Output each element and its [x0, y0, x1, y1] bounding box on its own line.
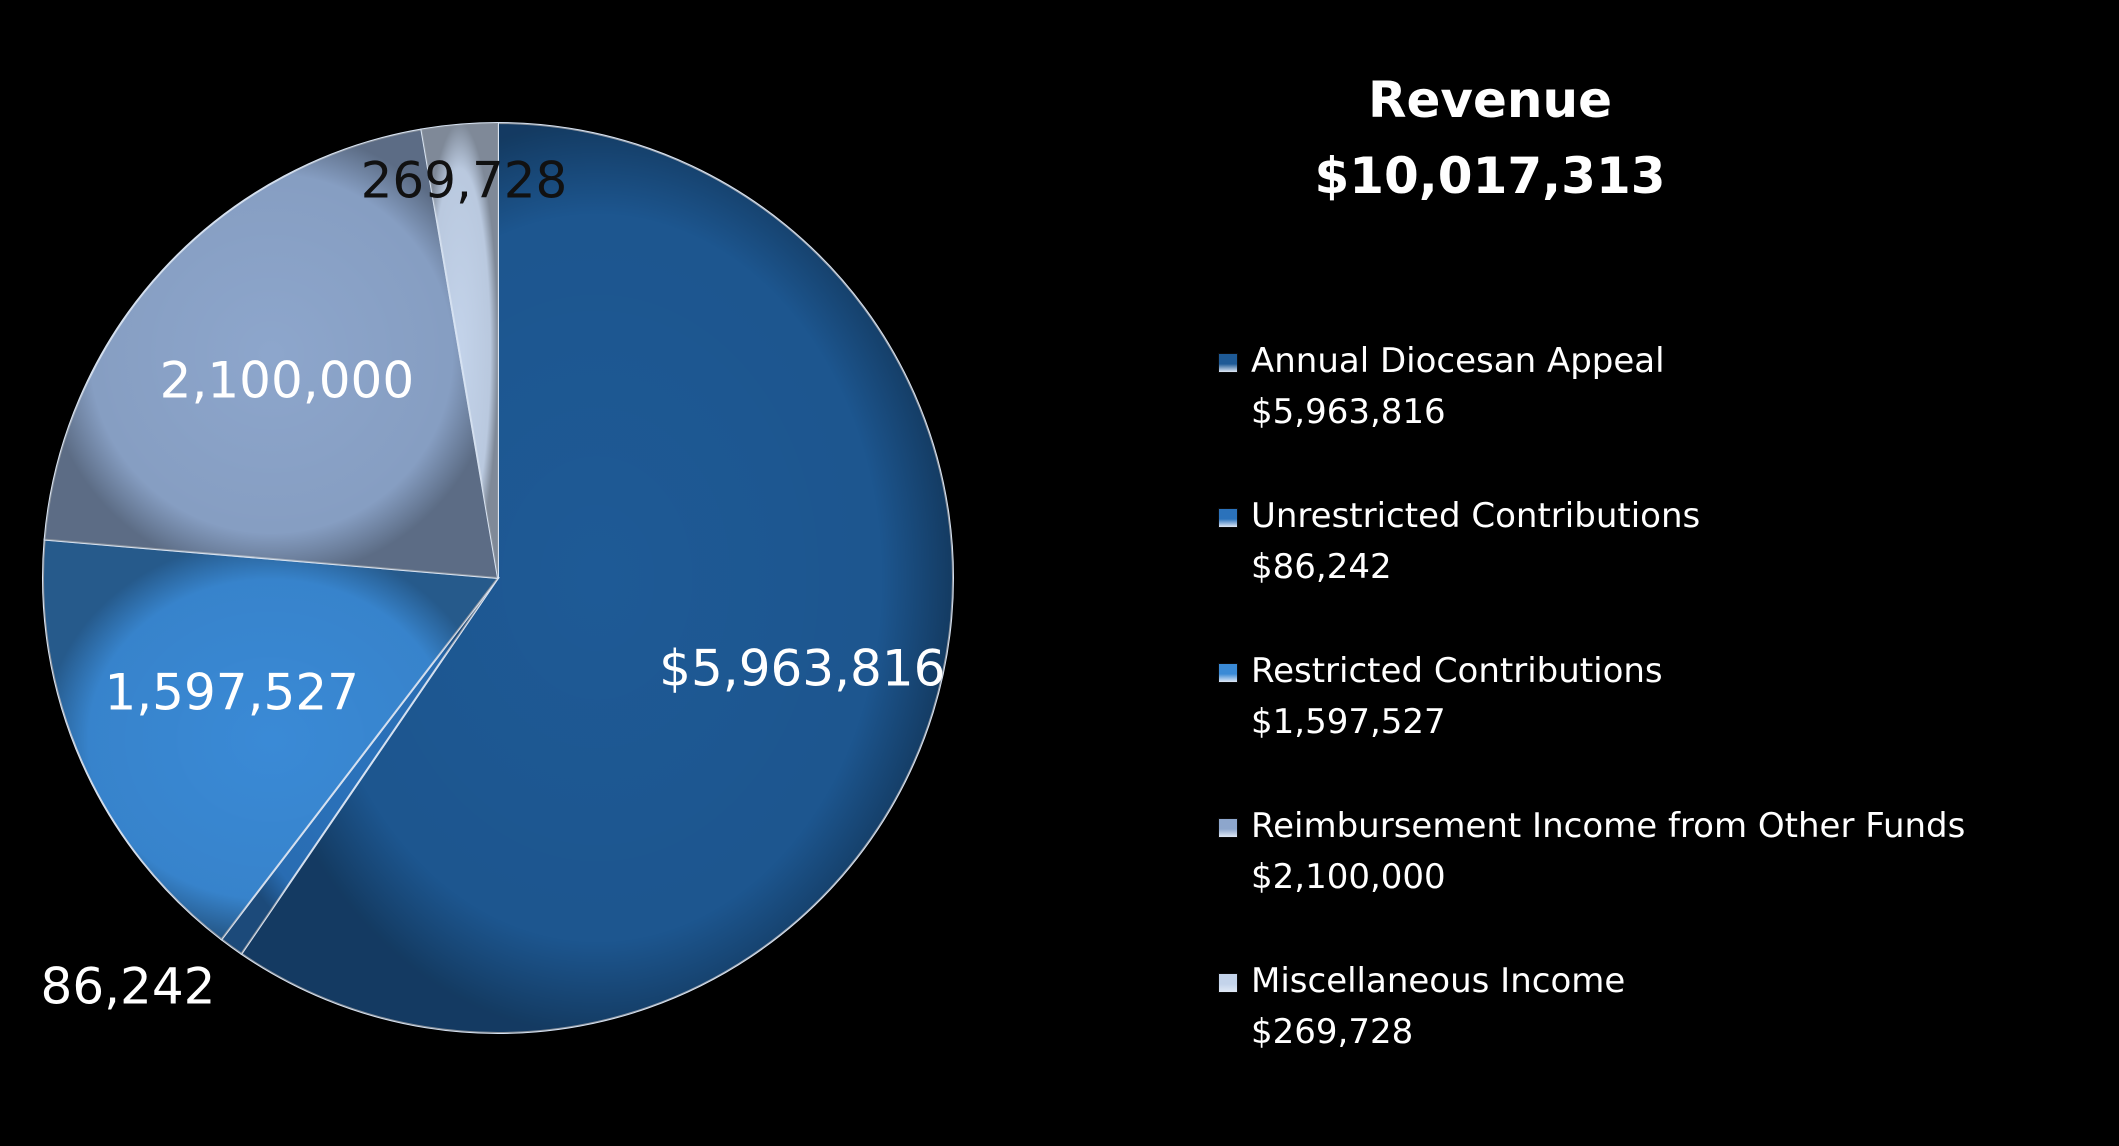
- pie-slice-shading: [241, 123, 954, 1033]
- data-label-unrestricted-contributions: 86,242: [41, 958, 216, 1016]
- legend-marker-icon: [1218, 353, 1238, 373]
- legend-label: Reimbursement Income from Other Funds: [1251, 806, 1966, 846]
- legend-marker-icon: [1218, 973, 1238, 993]
- legend-label: Restricted Contributions: [1251, 651, 1663, 691]
- legend-item-unrestricted-contributions: Unrestricted Contributions $86,242: [1218, 491, 2098, 646]
- title-total: $10,017,313: [1314, 147, 1666, 205]
- legend-marker-icon: [1218, 508, 1238, 528]
- legend-label: Miscellaneous Income: [1251, 961, 1626, 1001]
- legend-item-reimbursement-income: Reimbursement Income from Other Funds $2…: [1218, 801, 2098, 956]
- pie-slice-shading: [42, 539, 499, 940]
- chart-title: Revenue $10,017,313: [1240, 62, 1740, 214]
- legend: Annual Diocesan Appeal $5,963,816 Unrest…: [1218, 336, 2098, 1111]
- legend-value: $2,100,000: [1251, 857, 1446, 897]
- legend-value: $269,728: [1251, 1012, 1414, 1052]
- pie-slice-shading: [221, 578, 498, 954]
- legend-label: Unrestricted Contributions: [1251, 496, 1701, 536]
- legend-item-miscellaneous-income: Miscellaneous Income $269,728: [1218, 956, 2098, 1111]
- legend-marker-icon: [1218, 663, 1238, 683]
- legend-value: $1,597,527: [1251, 702, 1446, 742]
- data-label-reimbursement-income: 2,100,000: [160, 352, 414, 410]
- legend-value: $5,963,816: [1251, 392, 1446, 432]
- data-label-annual-diocesan-appeal: $5,963,816: [659, 639, 945, 697]
- title-revenue: Revenue: [1367, 71, 1613, 129]
- legend-label: Annual Diocesan Appeal: [1251, 341, 1665, 381]
- legend-marker-icon: [1218, 818, 1238, 838]
- pie-slice-shading: [421, 123, 498, 578]
- legend-value: $86,242: [1251, 547, 1392, 587]
- legend-item-annual-diocesan-appeal: Annual Diocesan Appeal $5,963,816: [1218, 336, 2098, 491]
- data-label-miscellaneous-income: 269,728: [361, 152, 568, 210]
- data-label-restricted-contributions: 1,597,527: [104, 663, 358, 721]
- legend-item-restricted-contributions: Restricted Contributions $1,597,527: [1218, 646, 2098, 801]
- pie-slice-shading: [44, 129, 499, 578]
